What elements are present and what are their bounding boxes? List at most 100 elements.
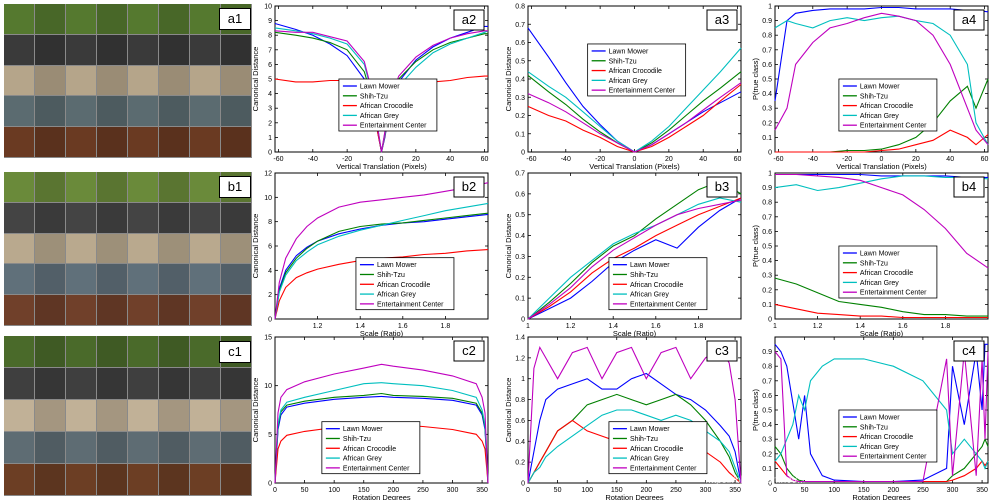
y-axis-label: P(true class) bbox=[751, 57, 760, 100]
legend-entry: Lawn Mower bbox=[343, 426, 383, 433]
image-tile bbox=[4, 233, 34, 264]
x-tick-label: 40 bbox=[946, 156, 954, 163]
x-tick-label: 250 bbox=[917, 487, 929, 494]
series-line-entertainment-center bbox=[527, 199, 742, 320]
legend-entry: Shih-Tzu bbox=[377, 272, 405, 279]
panel-label-box bbox=[953, 9, 985, 31]
image-tile bbox=[66, 4, 96, 34]
x-tick-label: -20 bbox=[842, 156, 852, 163]
x-axis-label: Scale (Ratio) bbox=[860, 329, 904, 338]
image-tile bbox=[97, 336, 127, 367]
x-tick-label: -40 bbox=[308, 156, 318, 163]
image-tile bbox=[190, 233, 220, 264]
series-line-african-crocodile bbox=[274, 249, 489, 320]
y-tick-label: 8 bbox=[268, 33, 272, 40]
image-grid-a1 bbox=[4, 4, 252, 158]
y-tick-label: 0.9 bbox=[762, 349, 772, 356]
image-tile bbox=[190, 172, 220, 202]
x-axis-label: Vertical Translation (Pixels) bbox=[836, 162, 927, 171]
image-tile bbox=[128, 400, 158, 431]
series-line-african-grey bbox=[274, 382, 489, 484]
series-line-entertainment-center bbox=[274, 363, 489, 484]
legend: Lawn Mower Shih-Tzu African Crocodile Afric… bbox=[587, 43, 687, 97]
y-axis-label: Canonical Distance bbox=[504, 214, 513, 279]
legend-entry: Entertainment Center bbox=[630, 301, 697, 308]
y-tick-label: 0.6 bbox=[515, 191, 525, 198]
x-tick-label: 1.8 bbox=[441, 323, 451, 330]
image-tile bbox=[159, 4, 189, 34]
x-tick-label: -40 bbox=[808, 156, 818, 163]
legend: Lawn Mower Shih-Tzu African Crocodile Afric… bbox=[608, 421, 708, 475]
y-tick-label: 0.3 bbox=[762, 106, 772, 113]
y-tick-label: 0.2 bbox=[762, 451, 772, 458]
image-tile bbox=[190, 368, 220, 399]
image-tile bbox=[4, 368, 34, 399]
panel-label-box bbox=[453, 176, 485, 198]
image-tile bbox=[159, 96, 189, 127]
y-tick-label: 2 bbox=[268, 120, 272, 127]
image-tile bbox=[128, 464, 158, 495]
series-line-shih-tzu bbox=[527, 180, 742, 320]
image-grid-c1 bbox=[4, 336, 252, 496]
image-tile bbox=[66, 368, 96, 399]
y-tick-label: 0.4 bbox=[515, 439, 525, 446]
image-tile bbox=[35, 34, 65, 65]
y-tick-label: 0.7 bbox=[515, 22, 525, 29]
image-tile bbox=[159, 202, 189, 233]
panel-label: a4 bbox=[962, 12, 976, 27]
y-tick-label: 0.3 bbox=[762, 437, 772, 444]
image-tile bbox=[97, 233, 127, 264]
legend-entry: African Crocodile bbox=[860, 103, 913, 110]
series-line-entertainment-center bbox=[274, 30, 488, 153]
image-tile bbox=[221, 34, 251, 65]
image-tile bbox=[66, 432, 96, 463]
x-tick-label: 0 bbox=[526, 487, 530, 494]
y-tick-label: 7 bbox=[268, 47, 272, 54]
image-tile bbox=[4, 336, 34, 367]
x-tick-label: 50 bbox=[301, 487, 309, 494]
image-tile bbox=[190, 4, 220, 34]
y-tick-label: 0.1 bbox=[515, 131, 525, 138]
y-tick-label: 0.8 bbox=[762, 33, 772, 40]
x-tick-label: 150 bbox=[611, 487, 623, 494]
y-tick-label: 0 bbox=[768, 481, 772, 488]
y-tick-label: 0.9 bbox=[762, 185, 772, 192]
y-tick-label: 0.7 bbox=[762, 378, 772, 385]
series-line-shih-tzu bbox=[274, 212, 489, 320]
legend-entry: Entertainment Center bbox=[860, 290, 927, 297]
x-tick-label: 300 bbox=[700, 487, 712, 494]
series-line-entertainment-center bbox=[274, 182, 489, 320]
panel-label: b2 bbox=[462, 179, 476, 194]
image-tile bbox=[159, 336, 189, 367]
legend-entry: African Grey bbox=[630, 292, 669, 299]
series-line-lawn-mower bbox=[527, 372, 742, 484]
image-tile bbox=[4, 65, 34, 96]
image-tile bbox=[190, 336, 220, 367]
y-tick-label: 10 bbox=[264, 4, 272, 11]
legend-entry: Lawn Mower bbox=[630, 262, 670, 269]
y-tick-label: 0.3 bbox=[762, 273, 772, 280]
y-tick-label: 0.7 bbox=[762, 47, 772, 54]
image-tile bbox=[190, 264, 220, 295]
image-tile bbox=[190, 432, 220, 463]
y-tick-label: 5 bbox=[268, 77, 272, 84]
image-tile bbox=[221, 464, 251, 495]
image-tile bbox=[97, 264, 127, 295]
x-tick-label: 300 bbox=[447, 487, 459, 494]
image-tile bbox=[221, 127, 251, 157]
x-tick-label: 150 bbox=[858, 487, 870, 494]
image-tile bbox=[97, 400, 127, 431]
y-tick-label: 0.4 bbox=[762, 422, 772, 429]
legend-entry: African Crocodile bbox=[630, 282, 683, 289]
series-line-african-grey bbox=[274, 202, 489, 320]
series-line-lawn-mower bbox=[527, 197, 742, 320]
image-tile bbox=[159, 400, 189, 431]
y-tick-label: 0.5 bbox=[762, 244, 772, 251]
y-tick-label: 0 bbox=[521, 150, 525, 157]
y-tick-label: 0 bbox=[768, 150, 772, 157]
legend-entry: Lawn Mower bbox=[860, 251, 900, 258]
x-tick-label: 1.4 bbox=[608, 323, 618, 330]
legend-entry: African Crocodile bbox=[860, 434, 913, 441]
image-tile bbox=[4, 432, 34, 463]
